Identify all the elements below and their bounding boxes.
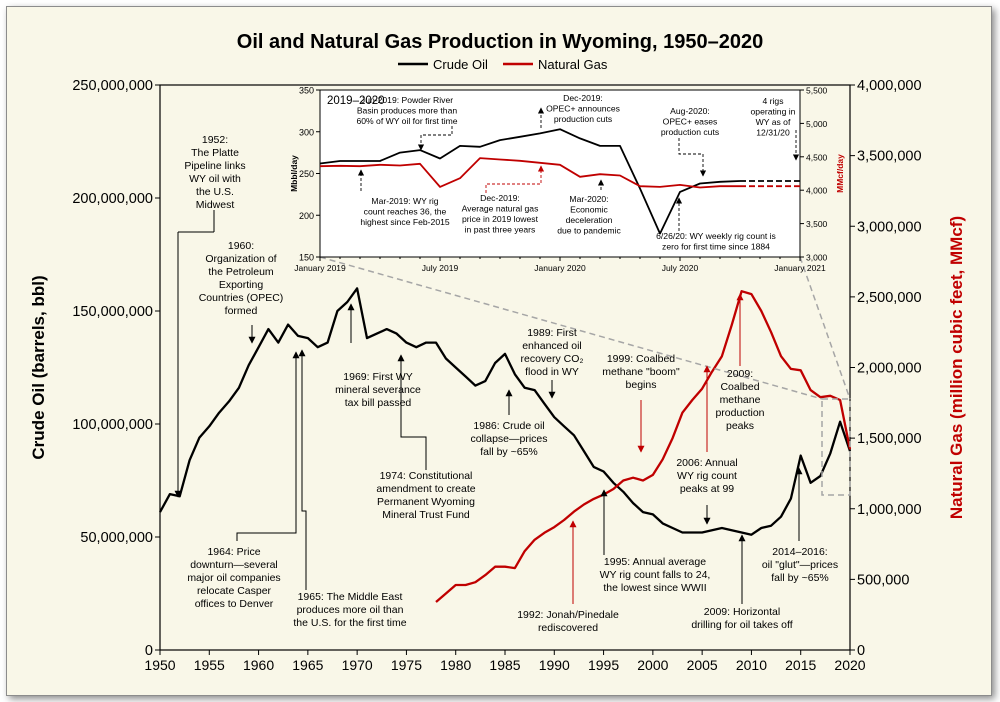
inset-title: 2019–2020 — [327, 95, 385, 107]
annotation-2009-cbm: 2009: Coalbed methane production peaks — [715, 368, 764, 432]
x-tick-label: 2005 — [687, 657, 718, 673]
inset-annotation: 6/26/20: WY weekly rig count is zero for … — [656, 231, 776, 252]
x-tick-label: 1965 — [292, 657, 323, 673]
y2-axis-label: Natural Gas (million cubic feet, MMcf) — [947, 216, 966, 519]
x-tick-label: 1985 — [489, 657, 520, 673]
inset-y-tick-label: 200 — [299, 211, 314, 221]
inset-x-tick-label: January 2020 — [534, 263, 586, 273]
annotation-1992: 1992: Jonah/Pinedale rediscovered — [517, 609, 619, 634]
legend-gas-label: Natural Gas — [538, 57, 608, 72]
x-tick-label: 1975 — [391, 657, 422, 673]
inset-y2-tick-label: 5,000 — [806, 119, 828, 129]
x-tick-label: 2015 — [785, 657, 816, 673]
y2-tick-label: 500,000 — [857, 572, 909, 588]
natural-gas-line — [435, 290, 852, 603]
inset-y-tick-label: 150 — [299, 253, 314, 263]
y-tick-label: 100,000,000 — [72, 417, 153, 433]
x-tick-label: 1950 — [144, 657, 175, 673]
inset-y-tick-label: 350 — [299, 86, 314, 96]
y-axis-label: Crude Oil (barrels, bbl) — [29, 275, 48, 459]
annotation-1995: 1995: Annual average WY rig count falls t… — [600, 556, 711, 594]
zoom-connector — [319, 256, 851, 496]
main-annotations: 1952: The Platte Pipeline links WY oil with… — [174, 134, 838, 634]
inset-crude-oil-line — [319, 128, 741, 235]
legend: Crude Oil Natural Gas — [398, 57, 608, 72]
annotation-1986: 1986: Crude oil collapse—prices fall by ~6… — [470, 420, 547, 458]
inset-annotation: Dec-2019: Average natural gas price in 201… — [462, 193, 539, 235]
crude-oil-line — [158, 287, 852, 536]
y2-tick-label: 3,500,000 — [857, 149, 922, 165]
y-tick-label: 150,000,000 — [72, 304, 153, 320]
inset-x-tick-label: January 2021 — [774, 263, 826, 273]
inset-annotation: Jun-2019: Powder River Basin produces mor… — [356, 95, 457, 126]
inset-annotation: Dec-2019: OPEC+ announces production cuts — [546, 93, 620, 124]
annotation-1974: 1974: Constitutional amendment to create P… — [376, 470, 475, 521]
inset-y2-tick-label: 5,500 — [806, 86, 828, 96]
inset-y2-tick-label: 3,500 — [806, 219, 828, 229]
annotation-2009-horizontal: 2009: Horizontal drilling for oil takes o… — [691, 606, 792, 631]
y2-tick-label: 0 — [857, 643, 865, 659]
inset-annotation: Mar-2020: Economic deceleration due to pand… — [557, 194, 621, 236]
y2-tick-label: 1,500,000 — [857, 431, 922, 447]
inset-y-tick-label: 300 — [299, 127, 314, 137]
inset-x-tick-label: July 2019 — [422, 263, 459, 273]
x-tick-label: 1960 — [243, 657, 274, 673]
inset-annotation-leader — [485, 165, 545, 193]
x-tick-label: 2020 — [834, 657, 865, 673]
y2-tick-label: 4,000,000 — [857, 78, 922, 94]
y-tick-label: 0 — [145, 643, 153, 659]
inset-chart: 2019–2020 January 2019 July 2019 January 20… — [289, 86, 845, 274]
inset-y2-tick-label: 4,500 — [806, 152, 828, 162]
inset-y-tick-label: 250 — [299, 169, 314, 179]
y-tick-label: 50,000,000 — [80, 530, 153, 546]
x-tick-label: 1995 — [588, 657, 619, 673]
annotation-1952: 1952: The Platte Pipeline links WY oil with… — [184, 134, 245, 211]
annotation-1999: 1999: Coalbed methane "boom" begins — [602, 353, 680, 391]
annotation-1960: 1960: Organization of the Petroleum Exporti… — [199, 240, 284, 317]
x-tick-label: 1990 — [539, 657, 570, 673]
inset-y2-tick-label: 4,000 — [806, 186, 828, 196]
legend-oil-label: Crude Oil — [433, 57, 488, 72]
inset-annotation: Aug-2020: OPEC+ eases production cuts — [661, 106, 719, 137]
inset-natural-gas-line — [319, 157, 740, 189]
annotation-1989: 1989: First enhanced oil recovery CO₂ flood… — [520, 327, 583, 378]
x-tick-label: 1970 — [342, 657, 373, 673]
inset-annotation: Mar-2019: WY rig count reaches 36, the hig… — [360, 196, 450, 227]
main-axes: 1950 1955 1960 1965 1970 1975 1980 1985 1990 1995… — [29, 78, 966, 673]
chart-title: Oil and Natural Gas Production in Wyomin… — [237, 31, 763, 53]
annotation-2006: 2006: Annual WY rig count peaks at 99 — [676, 457, 737, 495]
inset-annotation: 4 rigs operating in WY as of 12/31/20 — [751, 96, 796, 138]
inset-annotation-leader — [678, 138, 707, 177]
y2-tick-label: 2,000,000 — [857, 361, 922, 377]
y-tick-label: 250,000,000 — [72, 78, 153, 94]
y-tick-label: 200,000,000 — [72, 191, 153, 207]
annotation-1964: 1964: Price downturn—several major oil com… — [187, 546, 280, 610]
y2-tick-label: 1,000,000 — [857, 502, 922, 518]
x-tick-label: 2000 — [637, 657, 668, 673]
inset-annotation-leader — [417, 126, 453, 151]
inset-y2-tick-label: 3,000 — [806, 253, 828, 263]
x-tick-label: 2010 — [736, 657, 767, 673]
inset-x-tick-label: January 2019 — [294, 263, 346, 273]
annotation-1969: 1969: First WY mineral severance tax bill … — [335, 371, 421, 409]
y2-tick-label: 3,000,000 — [857, 219, 922, 235]
annotation-1965: 1965: The Middle East produces more oil t… — [293, 591, 406, 629]
main-series — [158, 287, 852, 603]
inset-y-axis-label: Mbbl/day — [289, 155, 299, 192]
y2-tick-label: 2,500,000 — [857, 290, 922, 306]
x-tick-label: 1980 — [440, 657, 471, 673]
inset-y2-axis-label: MMcf/day — [835, 154, 845, 193]
annotation-2014: 2014–2016: oil "glut"—prices fall by ~65% — [762, 546, 838, 584]
inset-x-tick-label: July 2020 — [662, 263, 699, 273]
inset-plot-area — [319, 89, 801, 258]
x-tick-label: 1955 — [194, 657, 225, 673]
